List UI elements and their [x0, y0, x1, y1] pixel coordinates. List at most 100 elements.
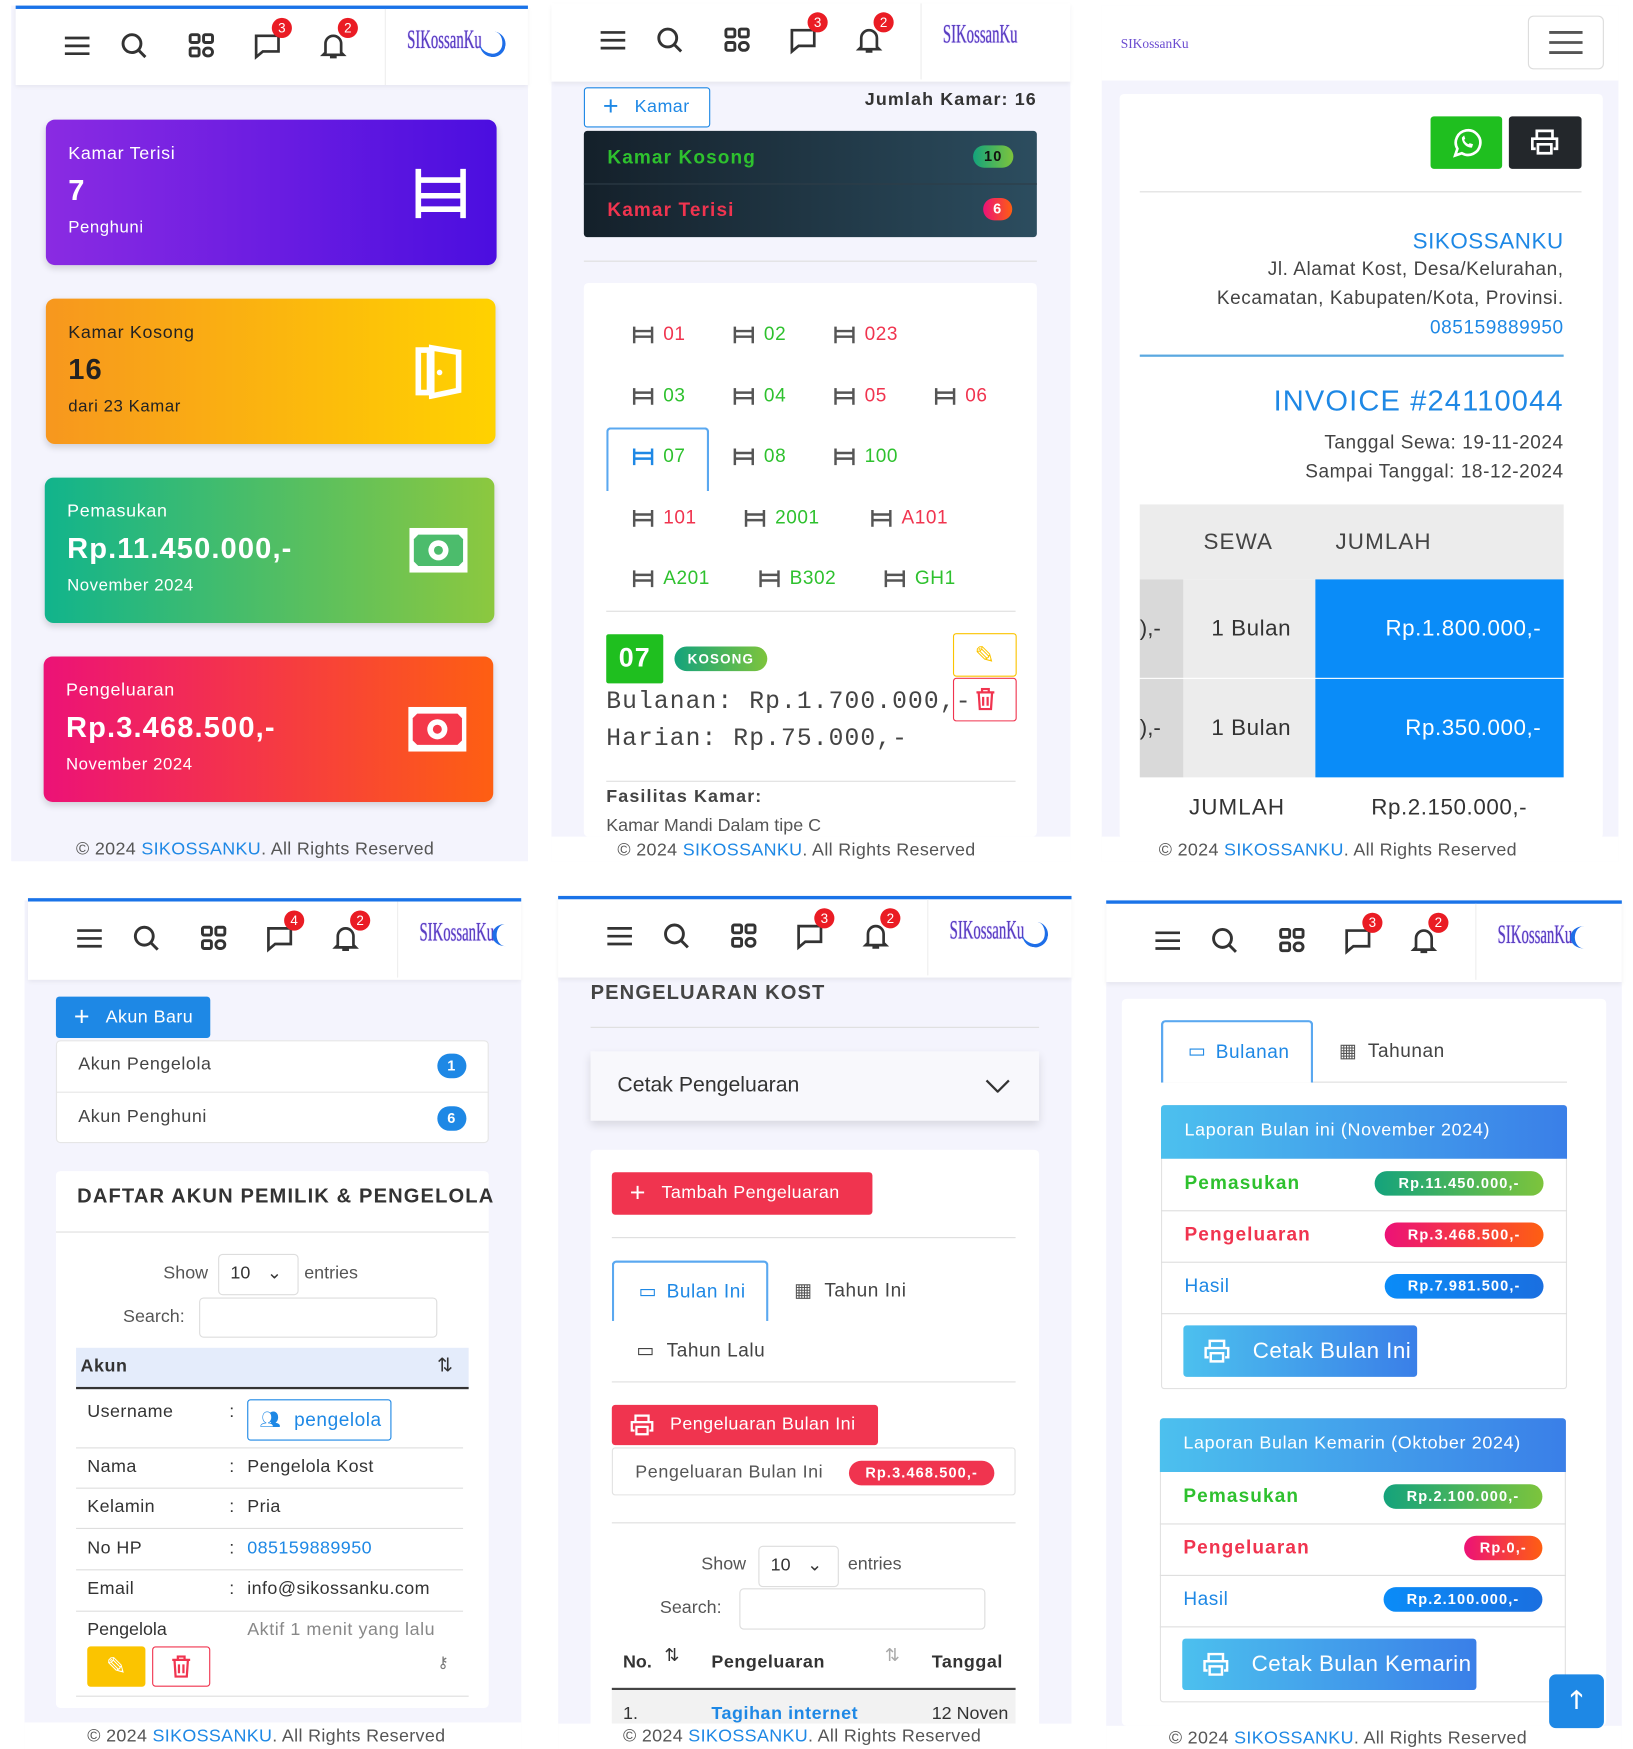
- footer-brand-link[interactable]: SIKOSSANKU: [141, 839, 262, 860]
- room-item[interactable]: 03: [632, 385, 686, 407]
- room-item[interactable]: B302: [758, 567, 836, 589]
- apps-grid-icon[interactable]: [187, 31, 216, 60]
- theme-toggle-icon[interactable]: [1020, 919, 1051, 950]
- add-expense-button[interactable]: + Tambah Pengeluaran: [611, 1172, 873, 1215]
- search-input[interactable]: [199, 1297, 438, 1338]
- hamburger-icon: [1549, 31, 1583, 54]
- room-item[interactable]: 100: [833, 445, 898, 467]
- hamburger-icon[interactable]: [598, 26, 627, 55]
- brand-logo[interactable]: SIKossanKu: [1497, 920, 1573, 950]
- add-room-button[interactable]: + Kamar: [583, 87, 711, 128]
- room-item[interactable]: A101: [870, 507, 948, 529]
- sort-icon[interactable]: ⇅: [664, 1646, 680, 1666]
- delete-room-button[interactable]: [952, 677, 1017, 722]
- navbar-toggler-button[interactable]: [1527, 15, 1604, 70]
- tab-tahunan[interactable]: ▦ Tahunan: [1331, 1029, 1465, 1074]
- room-item[interactable]: 04: [733, 385, 787, 407]
- hamburger-icon[interactable]: [1153, 926, 1182, 955]
- bell-icon[interactable]: [331, 924, 360, 953]
- room-item[interactable]: 101: [632, 507, 697, 529]
- key-icon[interactable]: ⚷: [437, 1653, 449, 1672]
- edit-room-button[interactable]: ✎: [952, 633, 1017, 677]
- print-report-button[interactable]: Cetak Bulan Ini: [1183, 1325, 1418, 1377]
- room-item[interactable]: 08: [733, 445, 787, 467]
- invoice-phone[interactable]: 085159889950: [1430, 316, 1564, 338]
- column-header-tanggal[interactable]: Tanggal: [931, 1653, 1003, 1673]
- stat-card-pemasukan[interactable]: Pemasukan Rp.11.450.000,- November 2024: [44, 477, 495, 624]
- print-invoice-button[interactable]: [1508, 116, 1582, 169]
- search-icon[interactable]: [655, 26, 684, 55]
- room-item[interactable]: 01: [632, 323, 686, 345]
- footer-brand-link[interactable]: SIKOSSANKU: [152, 1726, 273, 1746]
- room-item[interactable]: 06: [934, 385, 988, 407]
- bell-icon[interactable]: [319, 31, 348, 60]
- stat-card-kamar-terisi[interactable]: Kamar Terisi 7 Penghuni: [45, 119, 497, 266]
- username-button[interactable]: 👥︎ pengelola: [247, 1399, 392, 1441]
- room-item[interactable]: A201: [632, 567, 710, 589]
- room-item[interactable]: 2001: [744, 507, 820, 529]
- search-input[interactable]: [739, 1588, 986, 1630]
- brand-logo[interactable]: SIKossanKu: [942, 20, 1018, 50]
- brand-logo[interactable]: SIKossanKu: [407, 25, 482, 55]
- tab-tahun-ini[interactable]: ▦ Tahun Ini: [783, 1269, 928, 1314]
- room-name: GH1: [914, 567, 956, 589]
- account-group-item[interactable]: Akun Penghuni 6: [55, 1091, 489, 1145]
- tab-bulanan[interactable]: ▭ Bulanan: [1161, 1020, 1314, 1083]
- print-report-button[interactable]: Cetak Bulan Kemarin: [1182, 1638, 1477, 1691]
- cell-expense-link[interactable]: Tagihan internet: [711, 1704, 859, 1724]
- tab-tahun-lalu[interactable]: ▭ Tahun Lalu: [626, 1330, 783, 1375]
- edit-account-button[interactable]: ✎: [87, 1646, 146, 1687]
- hamburger-icon[interactable]: [75, 924, 104, 953]
- print-month-expense-button[interactable]: Pengeluaran Bulan Ini: [611, 1404, 879, 1446]
- tab-bulan-ini[interactable]: ▭ Bulan Ini: [611, 1260, 769, 1321]
- hamburger-icon[interactable]: [63, 31, 92, 60]
- footer-brand-link[interactable]: SIKOSSANKU: [688, 1726, 809, 1746]
- hamburger-icon[interactable]: [605, 922, 634, 951]
- room-item[interactable]: 02: [733, 323, 787, 345]
- search-icon[interactable]: [132, 924, 161, 953]
- apps-grid-icon[interactable]: [723, 26, 752, 55]
- bell-icon[interactable]: [1409, 926, 1438, 955]
- theme-toggle-icon[interactable]: [492, 923, 519, 947]
- apps-grid-icon[interactable]: [199, 924, 228, 953]
- brand-logo[interactable]: SIKossanKu: [949, 916, 1025, 946]
- table-header[interactable]: Akun ⇅: [76, 1347, 469, 1390]
- footer-brand-link[interactable]: SIKOSSANKU: [1224, 841, 1344, 861]
- search-icon[interactable]: [120, 31, 149, 60]
- room-name: 01: [663, 323, 686, 345]
- column-header-pengeluaran[interactable]: Pengeluaran: [711, 1653, 825, 1673]
- brand-logo[interactable]: SIKossanKu: [1120, 35, 1189, 52]
- whatsapp-button[interactable]: [1430, 116, 1503, 169]
- new-account-button[interactable]: + Akun Baru: [55, 996, 211, 1038]
- apps-grid-icon[interactable]: [729, 922, 758, 951]
- brand-logo[interactable]: SIKossanKu: [419, 918, 495, 948]
- stat-card-pengeluaran[interactable]: Pengeluaran Rp.3.468.500,- November 2024: [43, 656, 494, 802]
- room-item[interactable]: 07: [632, 445, 686, 467]
- room-name: 06: [965, 384, 988, 407]
- scroll-to-top-button[interactable]: 🡑: [1549, 1674, 1604, 1729]
- theme-toggle-icon[interactable]: [477, 29, 508, 60]
- theme-toggle-icon[interactable]: [1570, 926, 1597, 949]
- account-group-item[interactable]: Akun Pengelola 1: [56, 1040, 489, 1091]
- footer-brand-link[interactable]: SIKOSSANKU: [682, 841, 803, 861]
- search-icon[interactable]: [1210, 926, 1239, 955]
- column-header-no[interactable]: No.: [623, 1653, 652, 1673]
- room-item[interactable]: 023: [833, 323, 898, 345]
- room-item[interactable]: GH1: [884, 567, 956, 589]
- entries-select[interactable]: 10 ⌄: [218, 1253, 299, 1296]
- footer-brand-link[interactable]: SIKOSSANKU: [1234, 1729, 1354, 1749]
- delete-account-button[interactable]: [152, 1646, 211, 1687]
- sort-icon[interactable]: ⇅: [884, 1646, 900, 1666]
- stat-card-kamar-kosong[interactable]: Kamar Kosong 16 dari 23 Kamar: [45, 298, 496, 445]
- entries-select[interactable]: 10 ⌄: [758, 1545, 839, 1588]
- sort-icon[interactable]: ⇅: [437, 1354, 453, 1376]
- print-expense-accordion[interactable]: Cetak Pengeluaran: [590, 1051, 1040, 1121]
- bell-icon[interactable]: [861, 922, 890, 951]
- bell-icon[interactable]: [855, 26, 884, 55]
- room-item[interactable]: 05: [833, 385, 887, 407]
- apps-grid-icon[interactable]: [1277, 926, 1306, 955]
- card-value: 7: [68, 173, 86, 207]
- search-icon[interactable]: [662, 922, 691, 951]
- field-value[interactable]: 085159889950: [247, 1539, 373, 1559]
- printer-icon: [630, 1414, 654, 1436]
